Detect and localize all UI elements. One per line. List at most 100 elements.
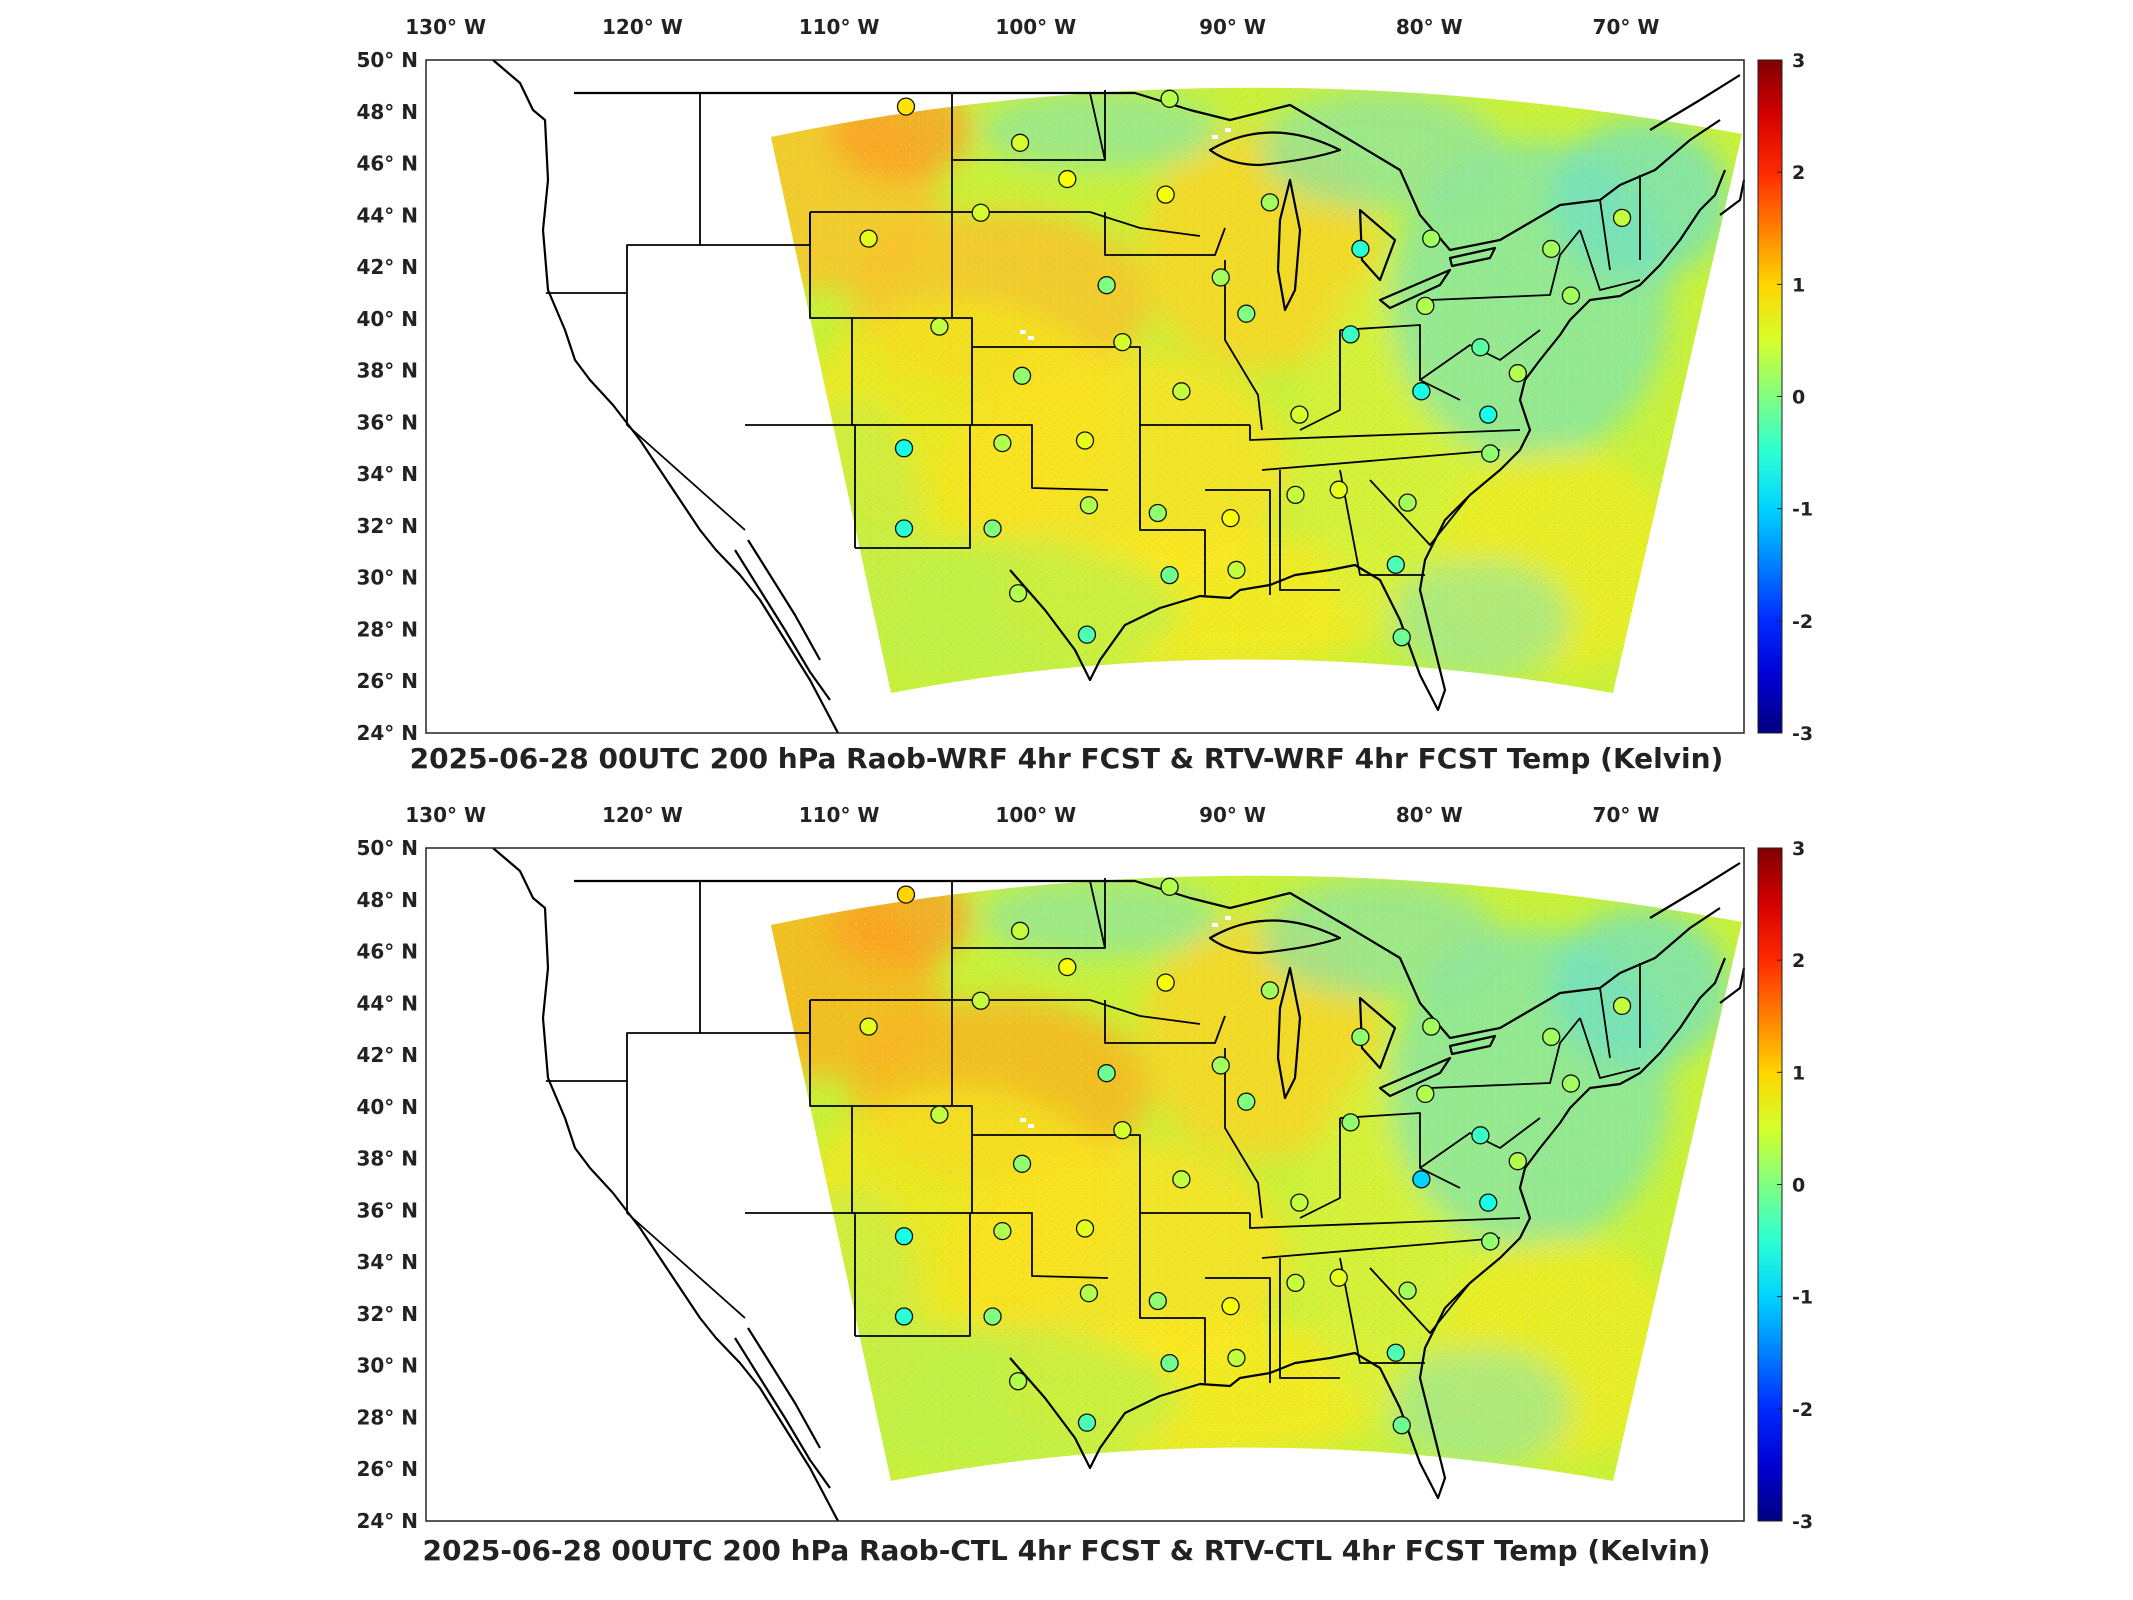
gulf-of-california-coast <box>747 1327 821 1449</box>
state-border <box>1104 212 1226 256</box>
lat-tick-label: 38° N <box>356 359 418 383</box>
raob-station-marker <box>1479 405 1498 424</box>
colorbar-tick-label: -3 <box>1792 723 1813 745</box>
lat-tick-label: 30° N <box>356 566 418 590</box>
gulf-atlantic-coastline <box>1009 957 1727 1500</box>
lat-tick-label: 36° N <box>356 410 418 434</box>
raob-station-marker <box>1148 503 1167 523</box>
map-outlines <box>492 847 1746 1522</box>
raob-station-marker <box>1416 1084 1435 1104</box>
map-outlines <box>492 59 1746 734</box>
colorbar-tick-label: -3 <box>1792 1511 1813 1533</box>
state-border <box>852 317 973 425</box>
raob-station-marker <box>971 991 990 1010</box>
state-border <box>1139 1213 1206 1383</box>
lat-tick-label: 24° N <box>356 721 418 745</box>
raob-station-marker <box>1422 1017 1441 1036</box>
colorbar-tick-label: 3 <box>1792 838 1805 860</box>
lake-superior <box>1208 131 1342 167</box>
state-border <box>951 93 1201 237</box>
state-border <box>972 1134 1250 1214</box>
raob-station-marker <box>1386 555 1405 574</box>
raob-station-marker <box>1481 444 1500 463</box>
raob-station-marker <box>1386 1343 1405 1362</box>
baja-coast <box>734 549 831 701</box>
raob-station-marker <box>1412 382 1431 401</box>
bottom-map-title: 2025-06-28 00UTC 200 hPa Raob-CTL 4hr FC… <box>422 1534 1711 1567</box>
colorbar-tick-label: -2 <box>1792 611 1813 633</box>
raob-station-marker <box>1481 1232 1500 1251</box>
missing-speck <box>1225 128 1231 132</box>
lat-tick-label: 42° N <box>356 1043 418 1067</box>
missing-speck <box>1028 1124 1034 1128</box>
colorbar-tick-label: 1 <box>1792 274 1805 296</box>
lon-tick-label: 130° W <box>405 803 486 827</box>
raob-station-marker <box>1479 1193 1498 1212</box>
raob-station-marker <box>930 317 949 336</box>
raob-station-marker <box>1351 239 1370 259</box>
raob-station-marker <box>1097 1064 1116 1083</box>
state-border <box>1249 1213 1521 1229</box>
lake-michigan <box>1276 178 1302 312</box>
difference-field <box>771 87 1742 693</box>
raob-station-marker <box>1561 1074 1581 1093</box>
state-border <box>1339 469 1425 576</box>
raob-station-marker <box>1148 1291 1167 1311</box>
raob-station-marker <box>1561 286 1581 305</box>
colorbar-tick-label: 0 <box>1792 1175 1805 1197</box>
missing-speck <box>1212 923 1218 927</box>
lake-ontario <box>1448 1034 1497 1056</box>
raob-station-marker <box>859 1017 878 1036</box>
lon-tick-label: 90° W <box>1199 15 1266 39</box>
colorbar-tick-label: 1 <box>1792 1062 1805 1084</box>
raob-station-marker <box>1221 509 1240 528</box>
raob-station-marker <box>1290 405 1309 424</box>
raob-station-marker <box>1079 496 1099 515</box>
lat-tick-label: 28° N <box>356 1405 418 1429</box>
lat-tick-label: 44° N <box>356 991 418 1015</box>
state-border <box>626 293 746 531</box>
gulf-of-california-coast <box>747 539 821 661</box>
raob-station-marker <box>1286 1273 1305 1293</box>
raob-station-marker <box>1412 1170 1431 1189</box>
state-border <box>852 1212 1109 1279</box>
raob-station-marker <box>1156 973 1175 992</box>
raob-station-marker <box>896 885 916 904</box>
lon-tick-label: 70° W <box>1593 803 1660 827</box>
lat-tick-label: 40° N <box>356 307 418 331</box>
lat-tick-label: 26° N <box>356 669 418 693</box>
state-border <box>1139 425 1206 595</box>
missing-speck <box>1212 135 1218 139</box>
top-map-title: 2025-06-28 00UTC 200 hPa Raob-WRF 4hr FC… <box>409 742 1724 775</box>
state-border <box>1205 489 1271 595</box>
state-border <box>809 1000 853 1213</box>
pacific-coastline <box>492 59 839 734</box>
lat-tick-label: 24° N <box>356 1509 418 1533</box>
raob-station-marker <box>1113 332 1132 352</box>
top-map-plot: 130° W 120° W 110° W 100° W 90° W 80° W 70° W 2… <box>356 15 1813 745</box>
raob-station-marker <box>1508 364 1527 383</box>
state-border <box>1369 479 1471 546</box>
lat-tick-label: 32° N <box>356 1302 418 1326</box>
raob-station-marker <box>1008 1372 1028 1391</box>
gulf-atlantic-coastline <box>1009 169 1727 712</box>
lake-ontario <box>1448 246 1497 268</box>
state-border <box>1599 987 1611 1059</box>
state-border <box>852 424 1109 491</box>
lon-tick-label: 100° W <box>995 803 1076 827</box>
raob-station-marker <box>930 1105 949 1124</box>
lon-tick-label: 110° W <box>799 803 880 827</box>
lon-tick-label: 90° W <box>1199 803 1266 827</box>
raob-station-marker <box>1542 1027 1561 1047</box>
state-border <box>1339 1257 1425 1364</box>
raob-station-marker <box>1172 382 1191 401</box>
raob-station-marker <box>1097 276 1116 295</box>
raob-station-marker <box>1471 338 1490 357</box>
raob-station-marker <box>1542 239 1561 259</box>
colorbar-tick-label: 3 <box>1792 50 1805 72</box>
missing-speck <box>1028 336 1034 340</box>
nova-scotia-coast <box>1719 179 1746 216</box>
lat-tick-label: 38° N <box>356 1147 418 1171</box>
state-border <box>1261 449 1501 471</box>
raob-station-marker <box>1290 1193 1309 1212</box>
